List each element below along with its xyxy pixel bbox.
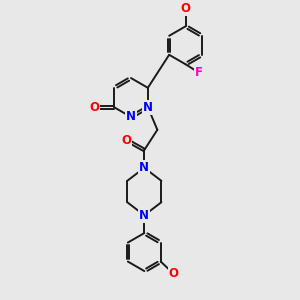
Text: N: N (139, 161, 149, 174)
Text: N: N (126, 110, 136, 124)
Text: O: O (89, 101, 99, 114)
Text: N: N (139, 209, 149, 222)
Text: F: F (195, 66, 203, 79)
Text: O: O (169, 267, 179, 280)
Text: O: O (181, 2, 190, 15)
Text: O: O (122, 134, 131, 147)
Text: N: N (143, 101, 153, 114)
